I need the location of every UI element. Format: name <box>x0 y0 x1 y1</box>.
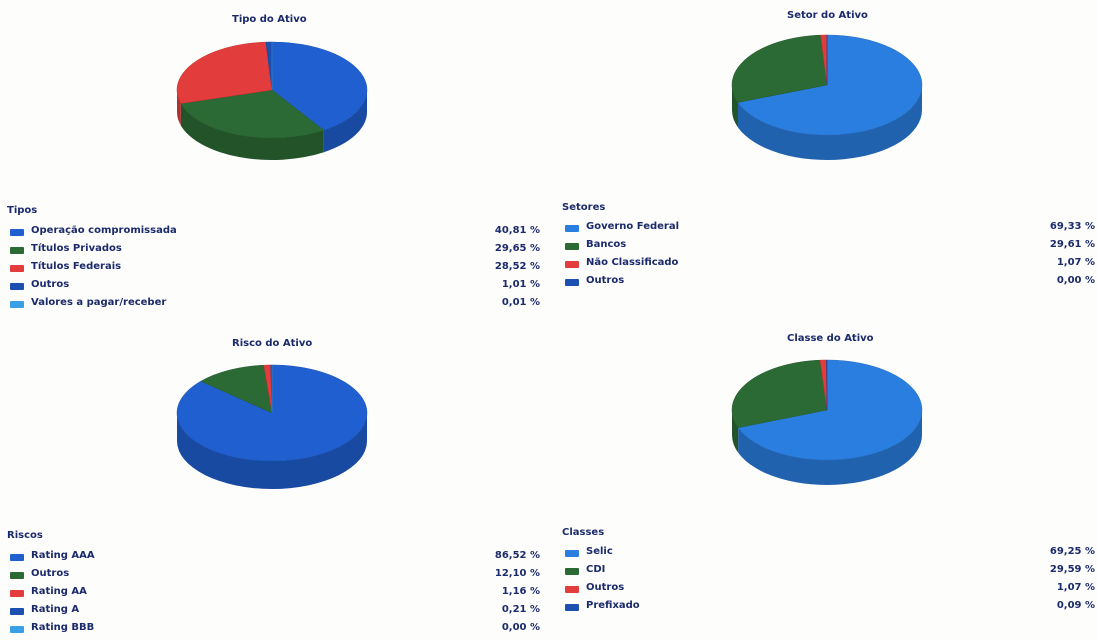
legend-item: Títulos Privados 29,65 % <box>10 243 540 261</box>
legend-value: 0,21 % <box>502 604 540 615</box>
legend-label: Rating AA <box>31 586 87 597</box>
legend-swatch <box>10 626 24 633</box>
legend-value: 0,01 % <box>502 297 540 308</box>
legend-swatch <box>565 568 579 575</box>
legend-swatch <box>10 229 24 236</box>
legend-item: Operação compromissada 40,81 % <box>10 225 540 243</box>
legend: Governo Federal 69,33 % Bancos 29,61 % N… <box>565 221 1095 301</box>
legend-item: Rating AAA 86,52 % <box>10 550 540 568</box>
legend-value: 0,00 % <box>502 622 540 633</box>
legend-value: 1,16 % <box>502 586 540 597</box>
legend-value: 86,52 % <box>495 550 540 561</box>
legend-item: Governo Federal 69,33 % <box>565 221 1095 239</box>
legend-title: Riscos <box>7 530 43 541</box>
legend-swatch <box>565 261 579 268</box>
legend-swatch <box>10 554 24 561</box>
legend-swatch <box>565 243 579 250</box>
pie-chart <box>0 0 560 200</box>
legend-value: 12,10 % <box>495 568 540 579</box>
legend-item: CDI 29,59 % <box>565 564 1095 582</box>
legend-value: 28,52 % <box>495 261 540 272</box>
pie-chart <box>555 0 1097 200</box>
legend-swatch <box>10 572 24 579</box>
legend-label: Governo Federal <box>586 221 679 232</box>
legend-value: 0,09 % <box>1057 600 1095 611</box>
legend-label: CDI <box>586 564 605 575</box>
legend-title: Classes <box>562 527 604 538</box>
legend-swatch <box>10 590 24 597</box>
legend-label: Operação compromissada <box>31 225 177 236</box>
legend-item: Bancos 29,61 % <box>565 239 1095 257</box>
chart-panel-tipo: Tipo do Ativo Tipos Operação compromissa… <box>0 0 560 320</box>
legend-label: Rating AAA <box>31 550 95 561</box>
legend-swatch <box>565 604 579 611</box>
legend-label: Não Classificado <box>586 257 678 268</box>
pie-chart <box>555 325 1097 515</box>
legend-label: Outros <box>586 582 624 593</box>
legend-value: 69,25 % <box>1050 546 1095 557</box>
legend-label: Selic <box>586 546 613 557</box>
legend-value: 1,07 % <box>1057 257 1095 268</box>
legend-value: 29,59 % <box>1050 564 1095 575</box>
legend-title: Setores <box>562 202 605 213</box>
legend-item: Não Classificado 1,07 % <box>565 257 1095 275</box>
legend-label: Títulos Federais <box>31 261 121 272</box>
chart-panel-risco: Risco do Ativo Riscos Rating AAA 86,52 %… <box>0 330 560 636</box>
legend-item: Prefixado 0,09 % <box>565 600 1095 618</box>
legend-swatch <box>10 301 24 308</box>
legend-label: Rating BBB <box>31 622 94 633</box>
legend-value: 29,61 % <box>1050 239 1095 250</box>
legend-value: 0,00 % <box>1057 275 1095 286</box>
legend-item: Outros 12,10 % <box>10 568 540 586</box>
pie-chart <box>0 330 560 520</box>
legend-title: Tipos <box>7 205 37 216</box>
legend-item: Rating AA 1,16 % <box>10 586 540 604</box>
legend-label: Valores a pagar/receber <box>31 297 166 308</box>
legend-swatch <box>565 586 579 593</box>
legend-item: Outros 1,07 % <box>565 582 1095 600</box>
legend-label: Outros <box>586 275 624 286</box>
legend-label: Títulos Privados <box>31 243 122 254</box>
legend-value: 40,81 % <box>495 225 540 236</box>
legend-swatch <box>10 608 24 615</box>
legend-value: 1,01 % <box>502 279 540 290</box>
legend-value: 1,07 % <box>1057 582 1095 593</box>
legend-item: Outros 1,01 % <box>10 279 540 297</box>
legend-item: Valores a pagar/receber 0,01 % <box>10 297 540 315</box>
legend-swatch <box>565 279 579 286</box>
legend-item: Títulos Federais 28,52 % <box>10 261 540 279</box>
legend: Selic 69,25 % CDI 29,59 % Outros 1,07 % … <box>565 546 1095 626</box>
legend-item: Rating A 0,21 % <box>10 604 540 622</box>
legend: Rating AAA 86,52 % Outros 12,10 % Rating… <box>10 550 540 636</box>
legend-swatch <box>10 283 24 290</box>
legend-swatch <box>565 550 579 557</box>
legend: Operação compromissada 40,81 % Títulos P… <box>10 225 540 320</box>
legend-swatch <box>10 265 24 272</box>
legend-value: 29,65 % <box>495 243 540 254</box>
chart-panel-classe: Classe do Ativo Classes Selic 69,25 % CD… <box>555 325 1097 636</box>
legend-label: Outros <box>31 568 69 579</box>
legend-value: 69,33 % <box>1050 221 1095 232</box>
legend-swatch <box>565 225 579 232</box>
legend-label: Rating A <box>31 604 79 615</box>
legend-label: Bancos <box>586 239 626 250</box>
legend-label: Outros <box>31 279 69 290</box>
legend-item: Rating BBB 0,00 % <box>10 622 540 640</box>
legend-label: Prefixado <box>586 600 640 611</box>
legend-item: Outros 0,00 % <box>565 275 1095 293</box>
chart-panel-setor: Setor do Ativo Setores Governo Federal 6… <box>555 0 1097 320</box>
legend-swatch <box>10 247 24 254</box>
legend-item: Selic 69,25 % <box>565 546 1095 564</box>
